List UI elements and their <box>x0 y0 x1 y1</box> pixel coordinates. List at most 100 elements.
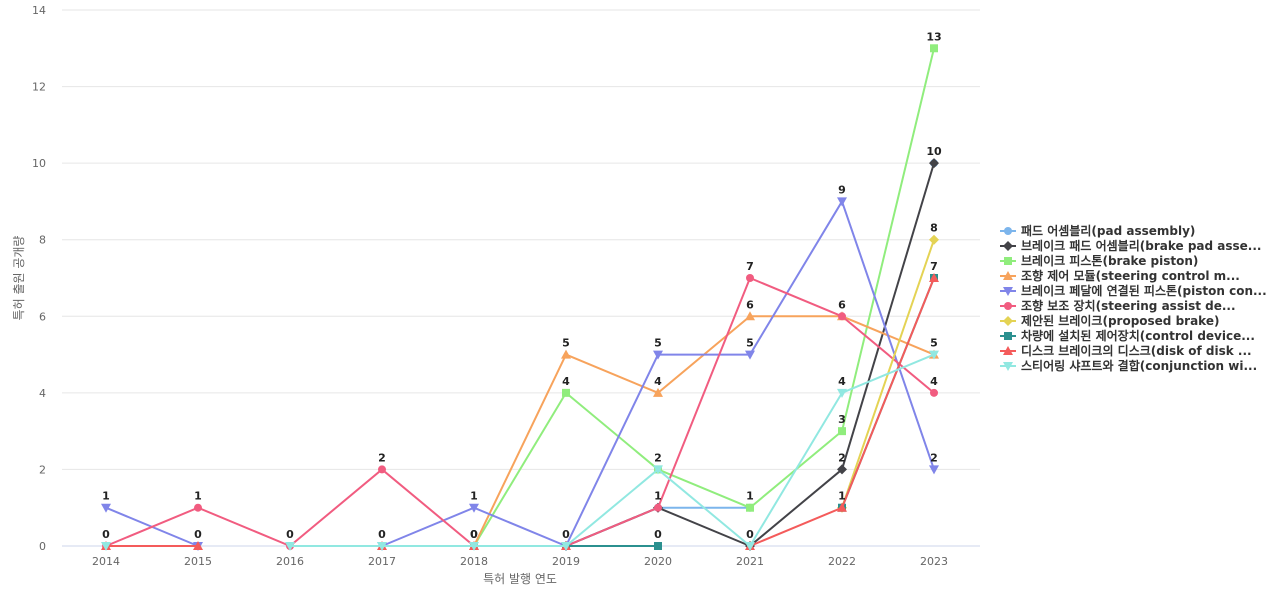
y-axis-ticks: 0 2 4 6 8 10 12 14 <box>32 4 46 553</box>
legend-label: 브레이크 피스톤(brake piston) <box>1021 253 1198 268</box>
x-tick-label: 2021 <box>736 555 764 568</box>
data-point <box>838 427 846 436</box>
data-label: 9 <box>838 183 846 196</box>
data-point <box>562 388 570 397</box>
data-point <box>469 542 479 551</box>
data-point <box>101 503 111 513</box>
series-9 <box>101 273 939 550</box>
data-label: 6 <box>746 298 754 311</box>
data-point <box>745 350 755 360</box>
data-label: 5 <box>746 337 754 350</box>
series-line <box>105 277 935 547</box>
legend-label: 패드 어셈블리(pad assembly) <box>1021 223 1195 238</box>
data-label: 7 <box>746 260 754 273</box>
data-label: 1 <box>194 490 202 503</box>
data-label: 0 <box>194 528 202 541</box>
data-label: 13 <box>926 30 941 43</box>
data-point <box>837 388 847 398</box>
x-tick-label: 2019 <box>552 555 580 568</box>
data-point <box>194 503 202 512</box>
legend-item[interactable]: 패드 어셈블리(pad assembly) <box>1000 223 1195 238</box>
legend-item[interactable]: 브레이크 피스톤(brake piston) <box>1000 253 1198 268</box>
data-label: 0 <box>470 528 478 541</box>
legend-item[interactable]: 브레이크 패드 어셈블리(brake pad asse... <box>1000 238 1261 253</box>
data-label: 0 <box>102 528 110 541</box>
data-point <box>378 465 386 474</box>
x-tick-label: 2018 <box>460 555 488 568</box>
legend-label: 조향 제어 모듈(steering control m... <box>1021 268 1240 283</box>
legend-label: 브레이크 페달에 연결된 피스톤(piston con... <box>1021 283 1267 298</box>
legend-marker <box>1004 332 1012 340</box>
data-point <box>654 503 662 512</box>
data-label: 0 <box>562 528 570 541</box>
data-label: 4 <box>562 375 570 388</box>
legend-marker <box>1003 271 1013 280</box>
data-label: 4 <box>930 375 938 388</box>
x-tick-label: 2015 <box>184 555 212 568</box>
legend-marker <box>1004 302 1012 310</box>
data-point <box>929 158 939 169</box>
data-point <box>929 234 939 245</box>
data-label: 2 <box>654 451 662 464</box>
data-label: 2 <box>378 451 386 464</box>
legend-item[interactable]: 스티어링 샤프트와 결합(conjunction wi... <box>1000 358 1257 373</box>
y-axis-title: 특허 출원 공개량 <box>12 236 26 321</box>
legend-label: 제안된 브레이크(proposed brake) <box>1021 313 1219 328</box>
legend-item[interactable]: 차량에 설치된 제어장치(control device... <box>1000 328 1255 343</box>
data-point <box>838 312 846 321</box>
x-tick-label: 2017 <box>368 555 396 568</box>
legend-item[interactable]: 제안된 브레이크(proposed brake) <box>1000 313 1219 328</box>
x-axis-title: 특허 발행 연도 <box>483 571 557 586</box>
series-3 <box>470 44 938 550</box>
data-label: 6 <box>838 298 846 311</box>
y-tick-label: 10 <box>32 157 46 170</box>
series-line <box>473 47 935 547</box>
data-label: 2 <box>838 451 846 464</box>
y-tick-label: 12 <box>32 81 46 94</box>
data-label: 1 <box>746 490 754 503</box>
data-label: 4 <box>654 375 662 388</box>
y-tick-label: 4 <box>39 387 46 400</box>
legend-marker <box>1003 287 1013 296</box>
data-point <box>561 542 571 551</box>
data-label: 2 <box>930 451 938 464</box>
data-label: 10 <box>926 145 942 158</box>
legend-marker <box>1004 257 1012 265</box>
legend-item[interactable]: 조향 보조 장치(steering assist de... <box>1000 298 1236 313</box>
data-point <box>929 465 939 475</box>
data-label: 3 <box>838 413 846 426</box>
y-tick-label: 6 <box>39 310 46 323</box>
data-label: 0 <box>378 528 386 541</box>
legend-marker <box>1003 362 1013 371</box>
data-label: 0 <box>746 528 754 541</box>
data-point <box>929 350 939 360</box>
data-point <box>561 349 571 359</box>
data-point <box>653 465 663 475</box>
legend-marker <box>1003 316 1013 326</box>
x-tick-label: 2022 <box>828 555 856 568</box>
data-point <box>930 44 938 53</box>
legend-item[interactable]: 조향 제어 모듈(steering control m... <box>1000 268 1240 283</box>
data-point <box>930 388 938 397</box>
series-line <box>105 200 935 547</box>
data-label: 8 <box>930 222 938 235</box>
data-point <box>101 542 111 551</box>
legend-marker <box>1003 346 1013 355</box>
x-axis-ticks: 2014 2015 2016 2017 2018 2019 2020 2021 2022 2023 <box>92 555 948 568</box>
x-tick-label: 2020 <box>644 555 672 568</box>
data-point <box>469 503 479 513</box>
legend-item[interactable]: 브레이크 페달에 연결된 피스톤(piston con... <box>1000 283 1267 298</box>
data-label: 7 <box>930 260 938 273</box>
data-point <box>929 273 939 282</box>
series-5 <box>101 197 939 551</box>
y-tick-label: 0 <box>39 540 46 553</box>
data-label: 1 <box>654 490 662 503</box>
y-tick-label: 8 <box>39 234 46 247</box>
data-point <box>285 542 295 551</box>
legend-label: 디스크 브레이크의 디스크(disk of disk ... <box>1021 343 1252 358</box>
x-tick-label: 2016 <box>276 555 304 568</box>
data-point <box>746 503 754 512</box>
legend-label: 조향 보조 장치(steering assist de... <box>1021 298 1236 313</box>
legend-item[interactable]: 디스크 브레이크의 디스크(disk of disk ... <box>1000 343 1252 358</box>
